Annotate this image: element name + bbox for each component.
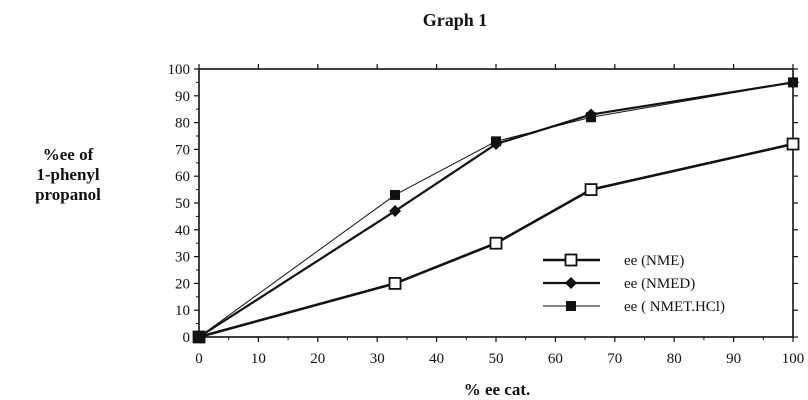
x-tick-label: 50	[489, 351, 504, 367]
y-tick-label: 80	[175, 116, 190, 132]
y-tick-label: 30	[175, 250, 190, 266]
series-3	[194, 77, 798, 342]
y-tick-label: 10	[175, 303, 190, 319]
data-point-open-square	[584, 183, 598, 197]
tick-labels: 0 10 20 30 40 50 60 70 80 90 100 0 10 20 30 40 50 60 70 80 9…	[168, 62, 805, 367]
plot-frame	[198, 68, 794, 338]
x-tick-label: 30	[370, 351, 385, 367]
chart-title: Graph 1	[423, 10, 488, 30]
x-tick-label: 90	[726, 351, 741, 367]
y-tick-label: 20	[175, 276, 190, 292]
legend-marker-filled-square	[566, 301, 576, 311]
series-layer	[192, 76, 800, 344]
y-tick-label: 70	[175, 142, 190, 158]
data-point-filled-square	[788, 77, 798, 88]
data-point-diamond	[389, 205, 402, 218]
data-point-filled-square	[586, 112, 597, 123]
x-tick-label: 70	[607, 351, 622, 367]
y-tick-label: 100	[168, 62, 191, 78]
legend: ee (NME) ee (NMED) ee ( NMET.HCl)	[543, 253, 725, 315]
legend-label-3: ee ( NMET.HCl)	[624, 299, 725, 315]
data-point-open-square	[489, 236, 503, 250]
y-tick-label: 40	[175, 223, 190, 239]
x-tick-label: 60	[548, 351, 563, 367]
legend-marker-diamond	[565, 277, 577, 289]
y-tick-label: 50	[175, 196, 190, 212]
y-tick-label: 60	[175, 169, 190, 185]
legend-item-1: ee (NME)	[543, 253, 684, 269]
y-axis-label-line-2: 1-phenyl	[36, 165, 100, 184]
legend-item-3: ee ( NMET.HCl)	[543, 299, 725, 315]
axis-ticks	[194, 64, 798, 342]
x-tick-label: 80	[667, 351, 682, 367]
legend-label-2: ee (NMED)	[624, 276, 695, 292]
x-tick-label: 10	[251, 351, 266, 367]
data-point-open-square	[388, 276, 402, 290]
x-tick-label: 20	[310, 351, 325, 367]
data-point-open-square	[786, 137, 800, 151]
data-point-filled-square	[491, 136, 501, 147]
y-axis-label-line-3: propanol	[35, 185, 101, 204]
y-axis-label: %ee of 1-phenyl propanol	[35, 145, 101, 204]
x-tick-label: 0	[195, 351, 203, 367]
data-point-filled-square	[194, 332, 204, 342]
legend-item-2: ee (NMED)	[543, 276, 695, 292]
x-axis-label: % ee cat.	[464, 380, 531, 399]
data-point-filled-square	[390, 189, 401, 200]
legend-label-1: ee (NME)	[624, 253, 684, 269]
y-tick-label: 90	[175, 89, 190, 105]
legend-marker-open-square	[564, 253, 578, 267]
x-tick-label: 40	[429, 351, 444, 367]
x-tick-label: 100	[782, 351, 805, 367]
y-axis-label-line-1: %ee of	[43, 145, 94, 164]
y-tick-label: 0	[183, 330, 191, 346]
